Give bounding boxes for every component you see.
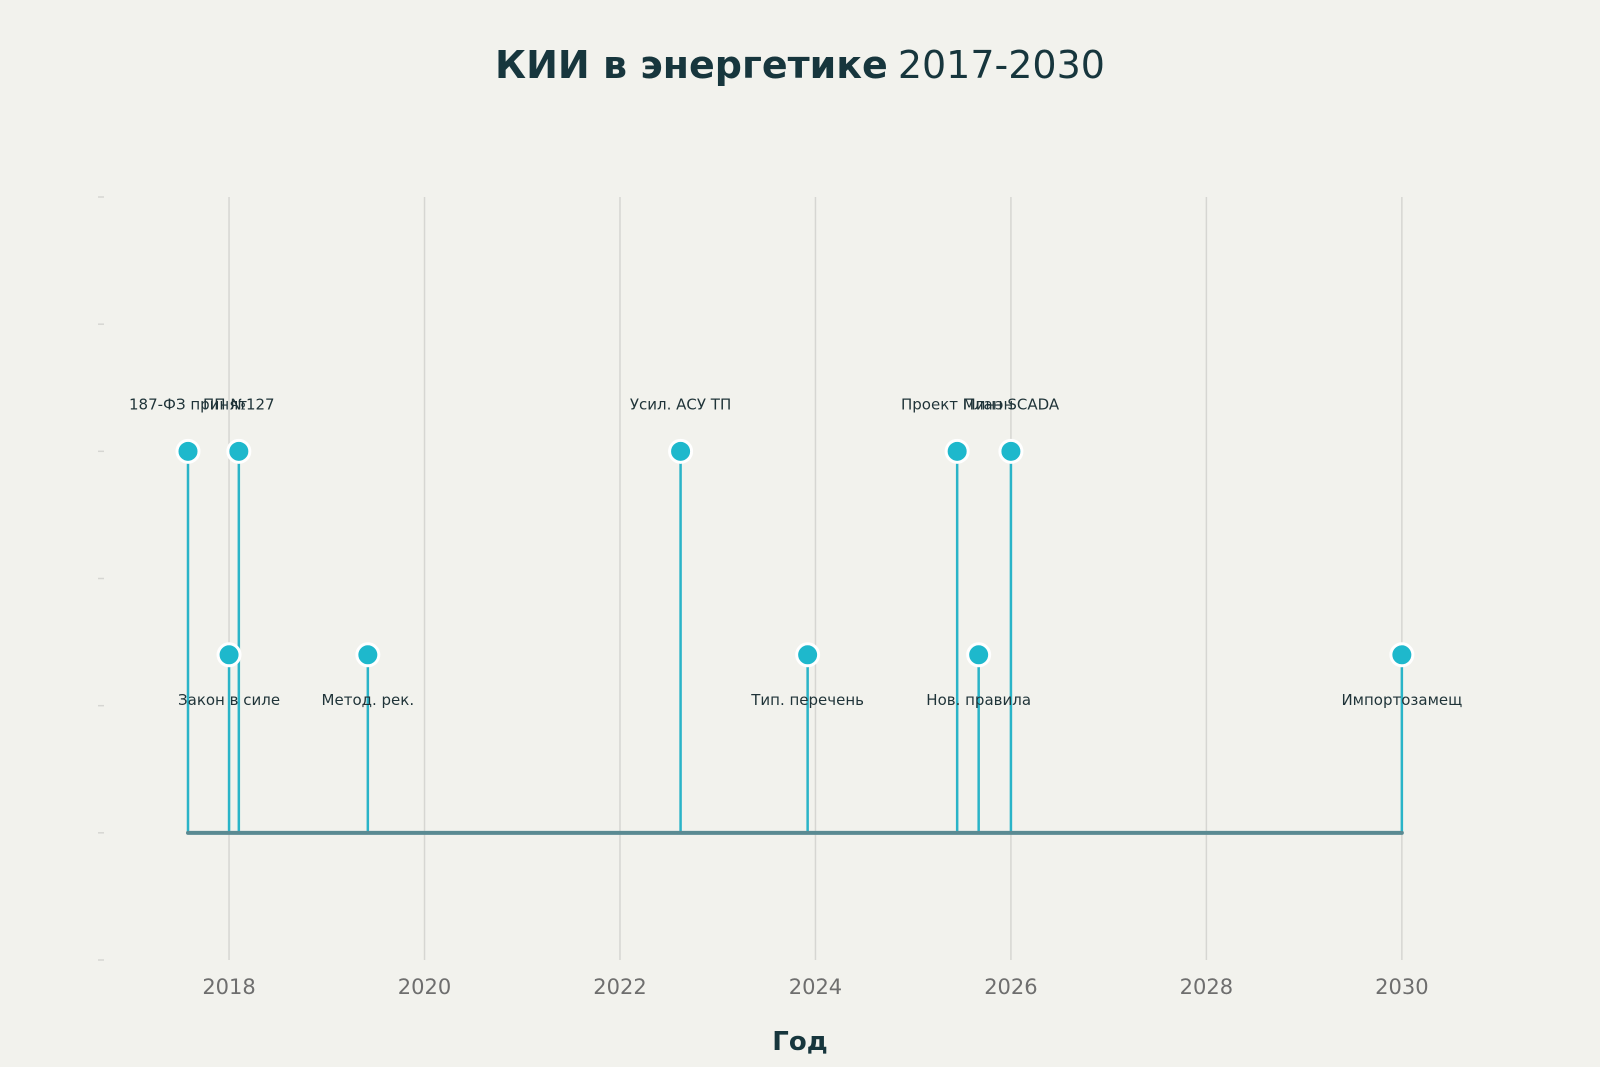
event-marker bbox=[355, 642, 381, 668]
event-label: Импортозамещ bbox=[1341, 691, 1462, 709]
event-markers bbox=[175, 438, 1415, 668]
event-marker bbox=[998, 438, 1024, 464]
y-axis-ticks bbox=[98, 196, 104, 961]
grid-lines bbox=[228, 197, 1403, 960]
event-label: Тип. перечень bbox=[750, 691, 864, 709]
event-labels: 187-ФЗ принят Закон в силе ПП №127 Метод. р… bbox=[129, 395, 1462, 708]
event-marker bbox=[966, 642, 992, 668]
event-marker bbox=[668, 438, 694, 464]
event-label: Закон в силе bbox=[178, 691, 280, 709]
event-label: 187-ФЗ принят bbox=[129, 395, 247, 413]
chart-title-bold: КИИ в энергетике bbox=[495, 43, 888, 87]
event-label: Проект Минэн bbox=[901, 395, 1013, 413]
x-tick-label-2022: 2022 bbox=[593, 975, 646, 999]
chart-title-years: 2017-2030 bbox=[898, 43, 1105, 87]
event-stems bbox=[186, 451, 1404, 833]
chart-title: КИИ в энергетике 2017-2030 bbox=[495, 43, 1105, 87]
event-label: План SCADA bbox=[963, 395, 1060, 413]
event-marker bbox=[226, 438, 252, 464]
event-label: ПП №127 bbox=[203, 395, 275, 413]
x-axis-tick-labels: 2018 2020 2022 2024 2026 2028 2030 bbox=[202, 975, 1428, 999]
x-tick-label-2026: 2026 bbox=[984, 975, 1037, 999]
event-marker bbox=[1389, 642, 1415, 668]
x-tick-label-2018: 2018 bbox=[202, 975, 255, 999]
event-marker bbox=[216, 642, 242, 668]
event-label: Усил. АСУ ТП bbox=[630, 395, 731, 413]
event-marker bbox=[944, 438, 970, 464]
x-tick-label-2024: 2024 bbox=[789, 975, 842, 999]
event-marker bbox=[175, 438, 201, 464]
x-tick-label-2028: 2028 bbox=[1180, 975, 1233, 999]
event-label: Метод. рек. bbox=[322, 691, 415, 709]
x-axis-label: Год bbox=[772, 1027, 827, 1057]
event-marker bbox=[795, 642, 821, 668]
event-label: Нов. правила bbox=[926, 691, 1031, 709]
x-tick-label-2030: 2030 bbox=[1375, 975, 1428, 999]
x-tick-label-2020: 2020 bbox=[398, 975, 451, 999]
